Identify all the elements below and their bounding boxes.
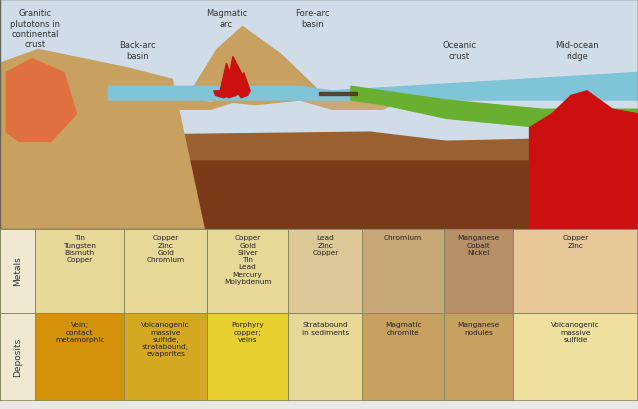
Text: Magmatic
chromite: Magmatic chromite [385,321,422,335]
Polygon shape [0,50,204,229]
Text: Copper
Gold
Silver
Tin
Lead
Mercury
Molybdenum: Copper Gold Silver Tin Lead Mercury Moly… [224,235,271,284]
Text: Mid-ocean
ridge: Mid-ocean ridge [556,41,599,61]
Polygon shape [115,96,255,110]
Polygon shape [351,87,638,128]
Polygon shape [172,27,319,106]
Text: Deposits: Deposits [13,337,22,376]
Text: Tin
Tungsten
Bismuth
Copper: Tin Tungsten Bismuth Copper [63,235,96,263]
Bar [207,313,288,401]
Text: Back-arc
basin: Back-arc basin [119,41,156,61]
Bar [362,229,444,313]
Polygon shape [108,73,638,101]
Text: Manganese
Cobalt
Nickel: Manganese Cobalt Nickel [457,235,500,255]
Bar [362,313,444,401]
Polygon shape [300,96,402,110]
Text: Fore-arc
basin: Fore-arc basin [295,9,330,29]
Text: Volcanogenic
massive
sulfide,
stratabound,
evaporites: Volcanogenic massive sulfide, strataboun… [141,321,190,357]
Polygon shape [236,73,250,99]
Bar [124,313,207,401]
Text: Lead
Zinc
Copper: Lead Zinc Copper [312,235,339,255]
Bar [513,313,638,401]
Text: Stratabound
in sediments: Stratabound in sediments [302,321,349,335]
Text: Vein;
contact
metamorphic: Vein; contact metamorphic [55,321,105,342]
Text: Copper
Zinc
Gold
Chromium: Copper Zinc Gold Chromium [147,235,185,263]
Bar [0,160,638,229]
Polygon shape [0,133,638,229]
Bar [207,229,288,313]
Bar [0,0,638,142]
Bar [124,229,207,313]
Bar [288,229,362,313]
Bar [288,313,362,401]
Text: Manganese
nodules: Manganese nodules [457,321,500,335]
Text: Volcanogenic
massive
sulfide: Volcanogenic massive sulfide [551,321,600,342]
Bar [35,313,124,401]
Bar [444,313,513,401]
Bar [319,93,357,96]
Text: Copper
Zinc: Copper Zinc [563,235,589,248]
Bar [0,142,638,229]
Bar [35,229,124,313]
Bar [513,229,638,313]
Text: Magmatic
arc: Magmatic arc [206,9,247,29]
Text: Metals: Metals [13,256,22,286]
Text: Oceanic
crust: Oceanic crust [442,41,477,61]
Polygon shape [530,92,638,229]
Text: Granitic
plutotons in
continental
crust: Granitic plutotons in continental crust [10,9,60,49]
Polygon shape [214,64,235,99]
Text: Porphyry
copper;
veins: Porphyry copper; veins [231,321,264,342]
Text: Chromium: Chromium [384,235,422,241]
Bar [444,229,513,313]
Polygon shape [6,60,77,142]
Polygon shape [225,57,246,99]
